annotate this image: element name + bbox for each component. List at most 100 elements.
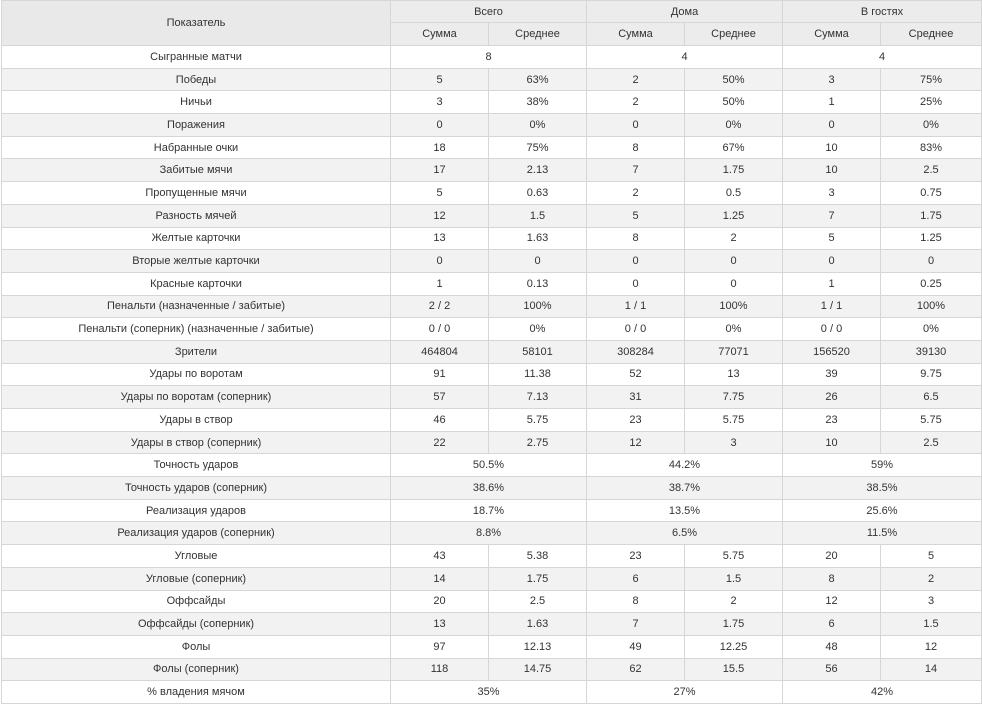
cell-value: 7.75 [684, 385, 783, 409]
stats-body: Сыгранные матчи 8 4 4 Победы 5 63% 2 50% 3 75% Ничь… [1, 45, 982, 704]
cell-value: 3 [880, 589, 982, 614]
cell-value: 0 [684, 249, 783, 273]
cell-value: 26 [782, 385, 881, 409]
table-row: Фолы (соперник) 118 14.75 62 15.5 56 14 [1, 657, 982, 682]
cell-value: 1.75 [880, 203, 982, 228]
cell-value: 5 [586, 203, 685, 228]
cell-value: 31 [586, 385, 685, 409]
table-row: Вторые желтые карточки 0 0 0 0 0 0 [1, 249, 982, 273]
cell-value: 0 [586, 113, 685, 137]
row-label: Угловые [1, 544, 391, 568]
cell-value: 100% [880, 294, 982, 319]
cell-value: 10 [782, 158, 881, 183]
cell-value: 5.75 [488, 408, 587, 432]
cell-value: 464804 [390, 339, 489, 364]
cell-value: 8.8% [390, 521, 587, 546]
row-label: Реализация ударов (соперник) [1, 521, 391, 546]
table-row: Сыгранные матчи 8 4 4 [1, 45, 982, 69]
header-avg: Среднее [488, 22, 587, 46]
cell-value: 25.6% [782, 498, 982, 523]
table-row: Точность ударов (соперник) 38.6% 38.7% 38.5… [1, 476, 982, 500]
cell-value: 2.13 [488, 158, 587, 183]
header-sum: Сумма [586, 22, 685, 46]
cell-value: 18.7% [390, 498, 587, 523]
row-label: Фолы [1, 634, 391, 659]
table-row: Удары по воротам 91 11.38 52 13 39 9.75 [1, 362, 982, 387]
cell-value: 5 [880, 544, 982, 568]
cell-value: 25% [880, 90, 982, 115]
cell-value: 0 [880, 249, 982, 273]
row-label: Вторые желтые карточки [1, 249, 391, 273]
table-row: Угловые (соперник) 14 1.75 6 1.5 8 2 [1, 566, 982, 591]
cell-value: 38.7% [586, 476, 783, 500]
cell-value: 11.38 [488, 362, 587, 387]
table-row: Забитые мячи 17 2.13 7 1.75 10 2.5 [1, 158, 982, 183]
table-row: Зрители 464804 58101 308284 77071 156520 39130 [1, 339, 982, 364]
header-avg: Среднее [880, 22, 982, 46]
cell-value: 2.5 [880, 430, 982, 455]
cell-value: 0 [586, 271, 685, 296]
cell-value: 13 [684, 362, 783, 387]
cell-value: 5.38 [488, 544, 587, 568]
row-label: Забитые мячи [1, 158, 391, 183]
cell-value: 56 [782, 657, 881, 682]
cell-value: 50.5% [390, 453, 587, 478]
table-row: Реализация ударов 18.7% 13.5% 25.6% [1, 498, 982, 523]
cell-value: 3 [390, 90, 489, 115]
cell-value: 1.5 [684, 566, 783, 591]
table-row: % владения мячом 35% 27% 42% [1, 680, 982, 704]
cell-value: 0 [684, 271, 783, 296]
row-label: Угловые (соперник) [1, 566, 391, 591]
row-label: Желтые карточки [1, 226, 391, 251]
cell-value: 14 [880, 657, 982, 682]
cell-value: 0 [488, 249, 587, 273]
cell-value: 0 [782, 249, 881, 273]
cell-value: 1 [782, 271, 881, 296]
cell-value: 12 [390, 203, 489, 228]
cell-value: 0% [488, 317, 587, 341]
cell-value: 2 [586, 181, 685, 205]
cell-value: 12.13 [488, 634, 587, 659]
cell-value: 2.5 [880, 158, 982, 183]
cell-value: 14.75 [488, 657, 587, 682]
cell-value: 0 / 0 [586, 317, 685, 341]
row-label: Удары по воротам [1, 362, 391, 387]
cell-value: 2 [684, 589, 783, 614]
cell-value: 1 [390, 271, 489, 296]
row-label: Набранные очки [1, 135, 391, 160]
cell-value: 1.63 [488, 226, 587, 251]
cell-value: 8 [586, 135, 685, 160]
row-label: Оффсайды [1, 589, 391, 614]
header-metric: Показатель [1, 0, 391, 46]
cell-value: 1 [782, 90, 881, 115]
cell-value: 20 [782, 544, 881, 568]
row-label: Пенальти (назначенные / забитые) [1, 294, 391, 319]
header-group-away: В гостях [782, 0, 982, 23]
cell-value: 22 [390, 430, 489, 455]
cell-value: 118 [390, 657, 489, 682]
cell-value: 75% [880, 67, 982, 92]
cell-value: 2 [684, 226, 783, 251]
cell-value: 2 [586, 90, 685, 115]
cell-value: 4 [586, 45, 783, 69]
header-sum: Сумма [390, 22, 489, 46]
cell-value: 5.75 [684, 544, 783, 568]
cell-value: 50% [684, 67, 783, 92]
cell-value: 308284 [586, 339, 685, 364]
table-row: Удары по воротам (соперник) 57 7.13 31 7.75 2… [1, 385, 982, 409]
cell-value: 1.75 [684, 158, 783, 183]
header-group-home: Дома [586, 0, 783, 23]
cell-value: 0 / 0 [390, 317, 489, 341]
cell-value: 0 [586, 249, 685, 273]
cell-value: 2 [880, 566, 982, 591]
row-label: Разность мячей [1, 203, 391, 228]
cell-value: 49 [586, 634, 685, 659]
cell-value: 52 [586, 362, 685, 387]
cell-value: 0.5 [684, 181, 783, 205]
cell-value: 3 [782, 181, 881, 205]
cell-value: 58101 [488, 339, 587, 364]
row-label: Удары по воротам (соперник) [1, 385, 391, 409]
table-row: Пенальти (соперник) (назначенные / забит… [1, 317, 982, 341]
table-row: Красные карточки 1 0.13 0 0 1 0.25 [1, 271, 982, 296]
row-label: % владения мячом [1, 680, 391, 704]
